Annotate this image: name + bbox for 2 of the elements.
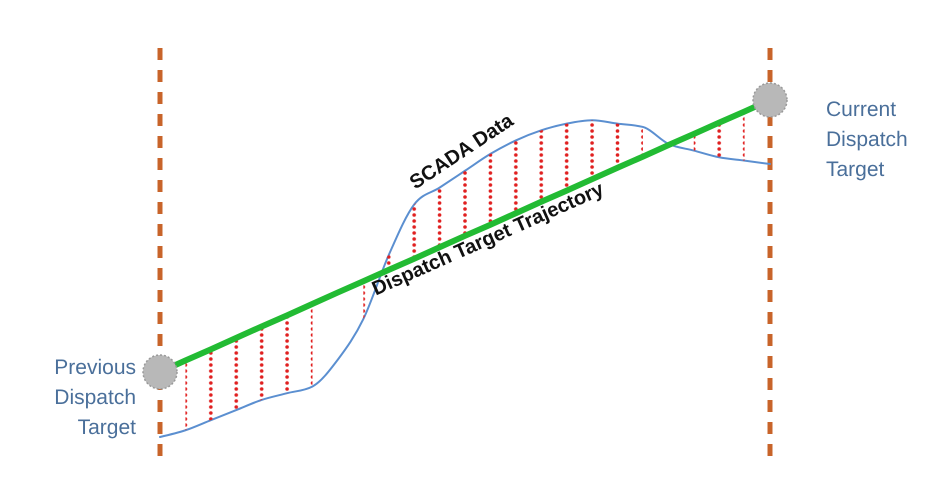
text: Current Dispatch Target (826, 98, 908, 181)
text: Previous Dispatch Target (54, 356, 136, 439)
